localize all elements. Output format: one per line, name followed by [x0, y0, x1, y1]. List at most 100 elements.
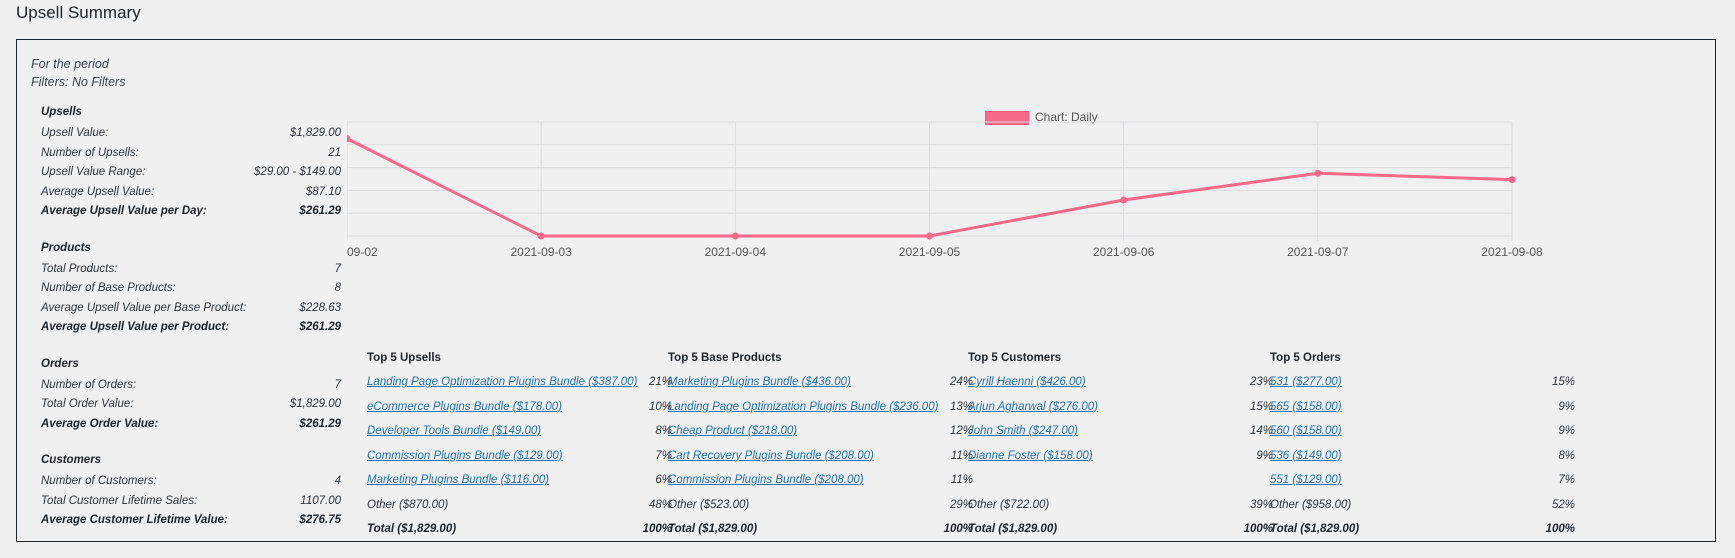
table-row-link[interactable]: Dianne Foster ($158.00) [968, 449, 1093, 462]
products-heading: Products [41, 241, 91, 254]
table-row: Commission Plugins Bundle ($208.00) 11% [668, 472, 973, 497]
table-heading: Top 5 Orders [1270, 352, 1341, 364]
x-tick-label: 2021-09-04 [705, 245, 767, 259]
table-row: 531 ($277.00) 15% [1270, 374, 1575, 399]
table-row-link[interactable]: Marketing Plugins Bundle ($436.00) [668, 376, 851, 388]
table-row-pct: 9% [1558, 425, 1575, 437]
stat-value: $261.29 [299, 417, 341, 430]
stat-value: $261.29 [299, 321, 341, 333]
stat-value: $1,829.00 [289, 127, 341, 139]
stat-row: Number of Upsells: 21 [41, 144, 341, 164]
stat-label: Average Upsell Value per Product: [41, 321, 230, 333]
stat-row: Average Order Value: $261.29 [41, 415, 341, 435]
daily-chart: Chart: Daily $0$100$200$300$400$5002021-… [347, 104, 1717, 339]
stat-value: 7 [334, 378, 341, 391]
x-tick-label: 2021-09-08 [1481, 245, 1543, 259]
page-title: Upsell Summary [16, 3, 141, 22]
table-row: eCommerce Plugins Bundle ($178.00) 10% [367, 399, 672, 424]
top5-tables: Top 5 Upsells Landing Page Optimization P… [367, 350, 1707, 540]
table-row-link[interactable]: Landing Page Optimization Plugins Bundle… [367, 376, 638, 388]
stat-value: $87.10 [305, 185, 341, 198]
table-row-link[interactable]: Cyrill Haenni ($426.00) [968, 376, 1086, 388]
table-row: 565 ($158.00) 9% [1270, 399, 1575, 424]
stat-row: Total Order Value: $1,829.00 [41, 395, 341, 415]
table-row-pct: 6% [655, 474, 672, 486]
table-row: 551 ($129.00) 7% [1270, 472, 1575, 497]
table-row-link[interactable]: 565 ($158.00) [1270, 400, 1342, 413]
table-row-link[interactable]: Developer Tools Bundle ($149.00) [367, 425, 542, 437]
stat-row: Average Upsell Value: $87.10 [41, 183, 341, 203]
table-row-total: Total ($1,829.00) 100% [1270, 521, 1575, 546]
stat-value: $276.75 [299, 514, 341, 526]
stat-value: $1,829.00 [289, 398, 341, 410]
total-pct: 100% [1545, 523, 1575, 535]
table-row-link[interactable]: Commission Plugins Bundle ($208.00) [668, 474, 864, 486]
table-row: Dianne Foster ($158.00) 9% [968, 448, 1273, 473]
stat-label: Total Customer Lifetime Sales: [41, 494, 198, 507]
stat-label: Average Upsell Value per Base Product: [41, 301, 247, 314]
table-row: Marketing Plugins Bundle ($116.00) 6% [367, 472, 672, 497]
table-row-link[interactable]: Landing Page Optimization Plugins Bundle… [668, 400, 939, 413]
x-tick-label: 2021-09-07 [1287, 245, 1349, 259]
table-row-link[interactable]: eCommerce Plugins Bundle ($178.00) [367, 400, 562, 413]
stat-row: Average Upsell Value per Day: $261.29 [41, 202, 341, 222]
table-row-pct: 9% [1256, 449, 1273, 462]
stat-label: Upsell Value: [41, 127, 109, 139]
table-row-link[interactable]: 551 ($129.00) [1270, 474, 1342, 486]
customers-heading: Customers [41, 454, 102, 466]
customers-stats: Customers Number of Customers: 4 Total Cu… [41, 452, 341, 531]
period-label: For the period [31, 57, 109, 71]
table-row-pct: 10% [648, 400, 672, 413]
stat-label: Total Products: [41, 262, 118, 275]
table-row-link[interactable]: John Smith ($247.00) [968, 425, 1078, 437]
stat-value: 21 [328, 146, 341, 159]
table-row-pct: 15% [1249, 400, 1273, 413]
table-row: Commission Plugins Bundle ($129.00) 7% [367, 448, 672, 473]
data-point [926, 232, 933, 240]
top-upsells-table: Top 5 Upsells Landing Page Optimization P… [367, 350, 672, 546]
table-row: Cheap Product ($218.00) 12% [668, 423, 973, 448]
table-row: Developer Tools Bundle ($149.00) 8% [367, 423, 672, 448]
table-row-other: Other ($722.00) 39% [968, 497, 1273, 522]
stat-row: Average Upsell Value per Base Product: $2… [41, 299, 341, 319]
table-row-pct: 9% [1558, 400, 1575, 413]
other-pct: 48% [648, 498, 672, 511]
top-base-products-table: Top 5 Base Products Marketing Plugins Bun… [668, 350, 973, 546]
total-label: Total ($1,829.00) [367, 523, 457, 535]
other-label: Other ($523.00) [668, 498, 750, 511]
legend-label: Chart: Daily [1035, 110, 1098, 124]
stat-label: Number of Base Products: [41, 282, 176, 294]
stat-value: 8 [334, 282, 341, 294]
table-row: John Smith ($247.00) 14% [968, 423, 1273, 448]
table-row-total: Total ($1,829.00) 100% [668, 521, 973, 546]
table-row-link[interactable]: 536 ($149.00) [1270, 449, 1342, 462]
table-row-link[interactable]: Arjun Agharwal ($276.00) [968, 400, 1098, 413]
orders-stats: Orders Number of Orders: 7 Total Order Va… [41, 356, 341, 435]
line-chart-svg: $0$100$200$300$400$5002021-09-022021-09-… [347, 121, 1543, 259]
stat-value: 7 [334, 262, 341, 275]
total-label: Total ($1,829.00) [968, 523, 1058, 535]
table-row-pct: 14% [1249, 425, 1273, 437]
stat-row: Upsell Value: $1,829.00 [41, 124, 341, 144]
table-row: Landing Page Optimization Plugins Bundle… [367, 374, 672, 399]
x-tick-label: 2021-09-02 [347, 245, 378, 259]
other-pct: 29% [949, 498, 973, 511]
table-row-link[interactable]: 531 ($277.00) [1270, 376, 1342, 388]
table-row-link[interactable]: Cheap Product ($218.00) [668, 425, 798, 437]
stat-label: Number of Orders: [41, 378, 137, 391]
period-info: For the period Filters: No Filters [31, 55, 125, 91]
x-tick-label: 2021-09-05 [899, 245, 961, 259]
total-pct: 100% [943, 523, 973, 535]
stat-value: $29.00 - $149.00 [254, 166, 341, 178]
stat-label: Total Order Value: [41, 398, 134, 410]
table-row-link[interactable]: Cart Recovery Plugins Bundle ($208.00) [668, 449, 874, 462]
table-row: 560 ($158.00) 9% [1270, 423, 1575, 448]
table-row-link[interactable]: Marketing Plugins Bundle ($116.00) [367, 474, 549, 486]
table-heading: Top 5 Customers [968, 352, 1062, 364]
table-row-link[interactable]: Commission Plugins Bundle ($129.00) [367, 449, 563, 462]
other-pct: 39% [1249, 498, 1273, 511]
table-heading: Top 5 Base Products [668, 352, 782, 364]
filters-label: Filters: No Filters [31, 75, 126, 89]
stat-row: Total Customer Lifetime Sales: 1107.00 [41, 492, 341, 512]
table-row-link[interactable]: 560 ($158.00) [1270, 425, 1342, 437]
